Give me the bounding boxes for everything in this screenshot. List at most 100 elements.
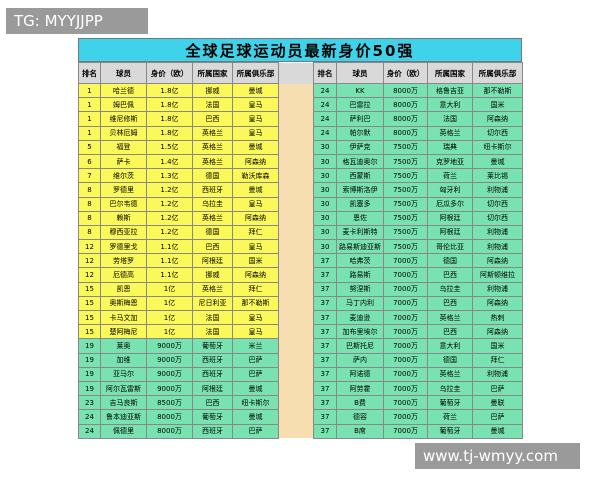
cell: 巴西 xyxy=(427,324,473,340)
cell: 路易斯 xyxy=(336,267,384,283)
cell: 葡萄牙 xyxy=(427,423,473,439)
cell: 阿诺德 xyxy=(336,366,384,382)
cell: 凯恩 xyxy=(100,281,147,297)
cell: 曼城 xyxy=(232,139,279,155)
cell: 纽卡斯尔 xyxy=(472,139,523,155)
cell: 37 xyxy=(313,281,337,297)
cell: 乌拉圭 xyxy=(192,196,233,212)
cell: 24 xyxy=(78,423,101,439)
cell: 1.8亿 xyxy=(146,125,193,141)
cell: 30 xyxy=(313,239,337,255)
header-cell: 所属国家 xyxy=(427,62,473,84)
cell: 曼城 xyxy=(232,409,279,425)
cell: 德容 xyxy=(336,409,384,425)
cell: 1.1亿 xyxy=(146,267,193,283)
table-row: 15 卡马文加 1亿 法国 皇马 37 麦迪逊 7000万 英格兰 热刺 xyxy=(78,309,523,326)
cell: 8 xyxy=(78,196,101,212)
cell: 37 xyxy=(313,267,337,283)
cell: 英格兰 xyxy=(427,309,473,326)
table-row: 24 佩德里 8000万 西班牙 巴萨 37 B席 7000万 葡萄牙 曼城 xyxy=(78,423,523,439)
cell: 皇马 xyxy=(232,196,279,212)
cell: 阿根廷 xyxy=(427,224,473,241)
table-row: 12 劳塔罗 1.1亿 阿根廷 国米 37 哈弗茨 7000万 德国 阿森纳 xyxy=(78,253,523,269)
gap xyxy=(278,62,314,84)
cell: 巴萨 xyxy=(232,423,279,439)
gap xyxy=(278,367,314,382)
cell: 法国 xyxy=(192,97,233,113)
cell: 19 xyxy=(78,338,101,354)
cell: 格鲁吉亚 xyxy=(427,82,473,99)
table-row: 19 阿尔瓦雷斯 9000万 阿根廷 曼城 37 阿劳霍 7000万 乌拉圭 巴萨 xyxy=(78,380,523,397)
cell: 尼日利亚 xyxy=(192,295,233,312)
cell: 姆巴佩 xyxy=(100,97,147,113)
cell: 7500万 xyxy=(383,153,428,170)
cell: 意大利 xyxy=(427,338,473,354)
cell: 阿斯顿维拉 xyxy=(472,267,523,283)
gap xyxy=(278,253,314,268)
cell: 西班牙 xyxy=(192,352,233,368)
cell: 阿根廷 xyxy=(192,253,233,269)
cell: B席 xyxy=(336,423,384,439)
cell: 8000万 xyxy=(383,97,428,113)
cell: 1.2亿 xyxy=(146,196,193,212)
cell: 麦卡利斯特 xyxy=(336,224,384,241)
cell: KK xyxy=(336,82,384,99)
cell: 30 xyxy=(313,224,337,241)
cell: 阿根廷 xyxy=(192,380,233,397)
gap xyxy=(278,182,314,197)
cell: 拜仁 xyxy=(232,224,279,241)
cell: 7000万 xyxy=(383,253,428,269)
table-row: 15 楚阿梅尼 1亿 法国 皇马 37 加布里埃尔 7000万 巴西 阿森纳 xyxy=(78,324,523,340)
cell: 1.1亿 xyxy=(146,239,193,255)
gap xyxy=(278,97,314,112)
cell: 德国 xyxy=(427,352,473,368)
cell: 7000万 xyxy=(383,267,428,283)
cell: 英格兰 xyxy=(192,125,233,141)
cell: 西班牙 xyxy=(192,182,233,198)
cell: 7500万 xyxy=(383,239,428,255)
cell: 37 xyxy=(313,253,337,269)
cell: 阿森纳 xyxy=(472,324,523,340)
cell: 萨卡 xyxy=(100,153,147,170)
cell: 法国 xyxy=(427,111,473,127)
cell: 1.5亿 xyxy=(146,139,193,155)
cell: 葡萄牙 xyxy=(192,409,233,425)
header-cell: 身价（欧） xyxy=(383,62,428,84)
cell: 维尔茨 xyxy=(100,168,147,184)
cell: 加布里埃尔 xyxy=(336,324,384,340)
table-row: 5 福登 1.5亿 英格兰 曼城 30 伊萨克 7500万 瑞典 纽卡斯尔 xyxy=(78,139,523,155)
cell: 7000万 xyxy=(383,423,428,439)
cell: 37 xyxy=(313,309,337,326)
cell: 9000万 xyxy=(146,352,193,368)
cell: 8 xyxy=(78,210,101,226)
cell: 马丁内利 xyxy=(336,295,384,312)
cell: 1 xyxy=(78,111,101,127)
cell: 拜仁 xyxy=(232,281,279,297)
cell: 伊萨克 xyxy=(336,139,384,155)
cell: 37 xyxy=(313,395,337,411)
cell: 1.2亿 xyxy=(146,224,193,241)
cell: 厄瓜多尔 xyxy=(427,196,473,212)
cell: 巴萨 xyxy=(232,366,279,382)
cell: 8 xyxy=(78,224,101,241)
cell: 切尔西 xyxy=(472,125,523,141)
cell: 赖斯 xyxy=(100,210,147,226)
cell: 英格兰 xyxy=(192,210,233,226)
cell: 挪威 xyxy=(192,267,233,283)
cell: 19 xyxy=(78,352,101,368)
cell: 皇马 xyxy=(232,125,279,141)
cell: 巴斯托尼 xyxy=(336,338,384,354)
cell: 23 xyxy=(78,395,101,411)
table-row: 8 罗德里 1.2亿 西班牙 曼城 30 索博斯洛伊 7500万 匈牙利 利物浦 xyxy=(78,182,523,198)
header-cell: 排名 xyxy=(313,62,337,84)
cell: 巴西 xyxy=(192,395,233,411)
cell: 罗德里 xyxy=(100,182,147,198)
cell: 阿森纳 xyxy=(232,210,279,226)
cell: 阿森纳 xyxy=(232,267,279,283)
gap xyxy=(278,83,314,98)
header-cell: 球员 xyxy=(100,62,147,84)
cell: 巴西 xyxy=(427,267,473,283)
watermark: TG: MYYJJPP xyxy=(6,8,148,34)
cell: 哥伦比亚 xyxy=(427,239,473,255)
